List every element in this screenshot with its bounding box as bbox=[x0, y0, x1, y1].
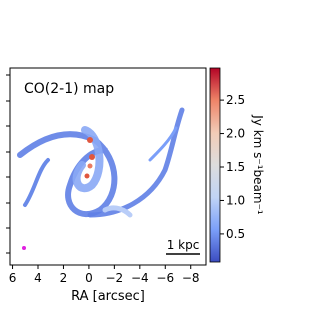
x-tick-label: −2 bbox=[106, 271, 124, 285]
x-tick-label: 6 bbox=[9, 271, 17, 285]
map-arm bbox=[23, 158, 50, 207]
colorbar bbox=[209, 67, 221, 263]
x-tick-label: −8 bbox=[182, 271, 200, 285]
map-peak bbox=[89, 154, 95, 160]
colorbar-tick-label: 2.0 bbox=[226, 127, 245, 141]
colorbar-tick-label: 0.5 bbox=[226, 227, 245, 241]
chart: CO(2-1) map 1 kpc RA [arcsec] Jy km s⁻¹b… bbox=[6, 67, 265, 304]
x-axis-label: RA [arcsec] bbox=[71, 289, 145, 304]
x-tick-label: 0 bbox=[85, 271, 93, 285]
map-arm bbox=[148, 126, 178, 162]
x-tick-label: −6 bbox=[156, 271, 174, 285]
beam bbox=[22, 246, 26, 250]
map bbox=[17, 107, 185, 250]
map-peak bbox=[87, 163, 93, 169]
chart-title: CO(2-1) map bbox=[24, 81, 114, 97]
y-ticks bbox=[6, 74, 10, 254]
map-arm bbox=[87, 107, 185, 218]
map-peak bbox=[84, 173, 90, 179]
map-core bbox=[72, 126, 104, 193]
scale-bar-label: 1 kpc bbox=[167, 238, 200, 252]
x-tick-label: 2 bbox=[60, 271, 68, 285]
colorbar-tick-label: 1.0 bbox=[226, 193, 245, 207]
colorbar-label: Jy km s⁻¹beam⁻¹ bbox=[251, 114, 265, 215]
x-tick-label: 4 bbox=[34, 271, 42, 285]
x-tick-label: −4 bbox=[131, 271, 149, 285]
map-arm bbox=[102, 205, 133, 218]
plot-frame bbox=[9, 67, 207, 266]
map-peak bbox=[87, 137, 93, 143]
colorbar-tick-label: 1.5 bbox=[226, 160, 245, 174]
colorbar-tick-label: 2.5 bbox=[226, 93, 245, 107]
